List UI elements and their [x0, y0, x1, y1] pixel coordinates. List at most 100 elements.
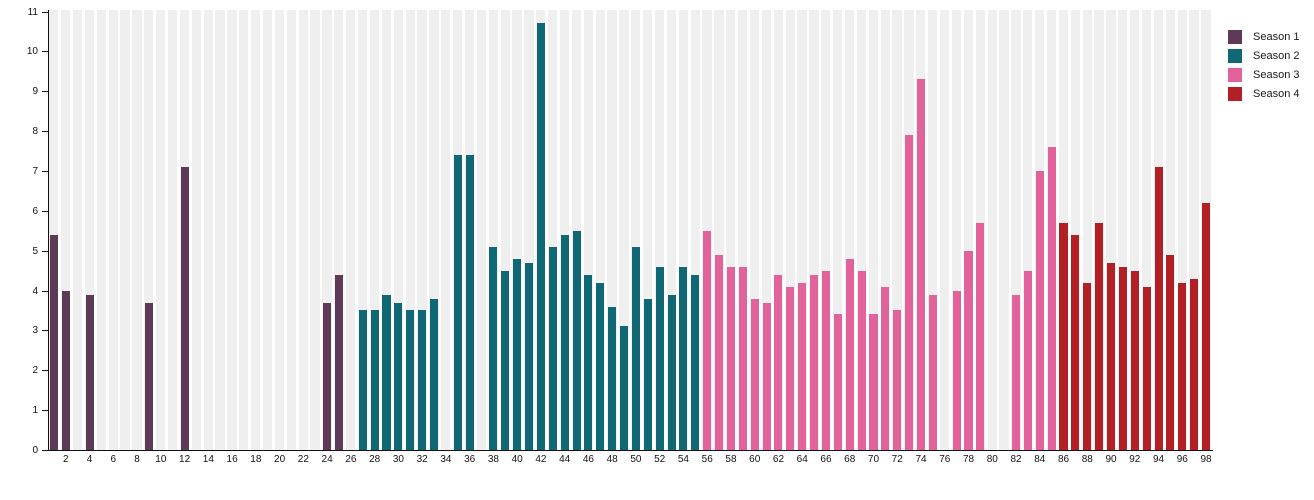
background-stripe	[928, 10, 938, 450]
x-tick-label: 44	[559, 454, 571, 465]
episode-slot-81	[998, 10, 1010, 450]
x-tick-label: 6	[110, 454, 117, 465]
bar-episode-74	[916, 79, 925, 450]
x-tick-label: 32	[416, 454, 428, 465]
x-tick-label: 48	[606, 454, 618, 465]
episode-slot-52	[654, 10, 666, 450]
episode-slot-94	[1153, 10, 1165, 450]
episode-slot-78	[963, 10, 975, 450]
episode-slot-14	[202, 10, 214, 450]
y-tick-label: 9	[32, 86, 38, 98]
episode-slot-83	[1022, 10, 1034, 450]
episode-slot-59	[737, 10, 749, 450]
bar-episode-95	[1166, 254, 1175, 450]
episode-slot-48	[606, 10, 618, 450]
y-axis-tick	[42, 250, 48, 252]
background-stripe	[785, 10, 795, 450]
bar-episode-45	[572, 230, 581, 450]
x-tick-label: 66	[820, 454, 832, 465]
bar-episode-24	[323, 302, 332, 450]
background-stripe	[571, 10, 582, 450]
bar-episode-63	[786, 286, 795, 450]
episode-slot-82	[1010, 10, 1022, 450]
y-axis-tick	[42, 450, 48, 451]
background-stripe	[500, 10, 510, 450]
background-stripe	[417, 10, 427, 450]
bar-episode-32	[418, 310, 427, 450]
x-axis-line	[48, 450, 1213, 451]
episode-slot-24	[321, 10, 333, 450]
background-stripe	[167, 10, 178, 450]
episode-slot-17	[238, 10, 250, 450]
background-stripe	[738, 10, 748, 450]
bar-episode-38	[489, 246, 498, 450]
bar-episode-9	[144, 302, 153, 450]
episode-slot-7	[119, 10, 131, 450]
bar-episode-86	[1059, 222, 1068, 450]
episode-slot-77	[951, 10, 963, 450]
episode-slot-43	[547, 10, 559, 450]
episode-slot-20	[274, 10, 286, 450]
y-axis-tick	[42, 91, 48, 93]
episode-slot-15	[214, 10, 226, 450]
x-tick-label: 34	[440, 454, 452, 465]
x-tick-label: 86	[1057, 454, 1070, 465]
y-tick-label: 4	[32, 285, 38, 297]
episode-slot-28	[369, 10, 381, 450]
background-stripe	[49, 10, 59, 450]
background-stripe	[405, 10, 415, 450]
background-stripe	[1023, 10, 1033, 450]
episode-slot-32	[416, 10, 428, 450]
y-tick-label: 1	[32, 405, 38, 417]
bar-episode-75	[928, 294, 937, 450]
x-tick-label: 94	[1152, 454, 1165, 465]
x-tick-label: 36	[464, 454, 476, 465]
episode-slot-47	[594, 10, 606, 450]
episode-slot-21	[286, 10, 298, 450]
legend-swatch-icon	[1228, 49, 1242, 63]
episode-slot-50	[630, 10, 642, 450]
bar-episode-88	[1083, 282, 1092, 450]
y-axis-tick	[42, 290, 48, 292]
episode-slot-45	[571, 10, 583, 450]
background-stripe	[856, 10, 867, 450]
background-stripe	[156, 10, 166, 450]
background-stripe	[595, 10, 605, 450]
x-tick-label: 92	[1129, 454, 1141, 465]
episode-slot-56	[701, 10, 713, 450]
y-tick-label: 2	[32, 365, 38, 377]
background-stripe	[334, 10, 344, 450]
background-stripe	[488, 10, 498, 450]
episode-slot-41	[523, 10, 535, 450]
background-stripe	[120, 10, 130, 450]
y-tick-label: 5	[32, 245, 38, 257]
y-tick-label: 3	[32, 325, 38, 337]
bar-episode-64	[798, 282, 807, 450]
episode-slot-93	[1141, 10, 1153, 450]
legend: Season 1 Season 2 Season 3 Season 4	[1228, 30, 1299, 106]
background-stripe	[833, 10, 843, 450]
background-stripe	[844, 10, 855, 450]
episode-slot-44	[559, 10, 571, 450]
y-axis-tick	[42, 210, 48, 212]
background-stripe	[1141, 10, 1152, 450]
episode-slot-16	[226, 10, 238, 450]
bar-episode-70	[869, 314, 878, 450]
background-stripe	[987, 10, 997, 450]
background-stripe	[441, 10, 451, 450]
x-tick-label: 76	[939, 454, 951, 465]
episode-slot-29	[381, 10, 393, 450]
x-tick-label: 58	[725, 454, 737, 465]
episode-slot-71	[879, 10, 891, 450]
x-tick-label: 42	[535, 454, 547, 465]
episode-slot-80	[986, 10, 998, 450]
background-stripe	[239, 10, 249, 450]
legend-item-season-2: Season 2	[1228, 49, 1299, 63]
bar-episode-2	[61, 290, 70, 450]
bar-episode-79	[976, 222, 985, 450]
background-stripe	[714, 10, 724, 450]
x-tick-label: 30	[392, 454, 404, 465]
bar-episode-71	[881, 286, 890, 450]
background-stripe	[773, 10, 783, 450]
background-stripe	[583, 10, 593, 450]
